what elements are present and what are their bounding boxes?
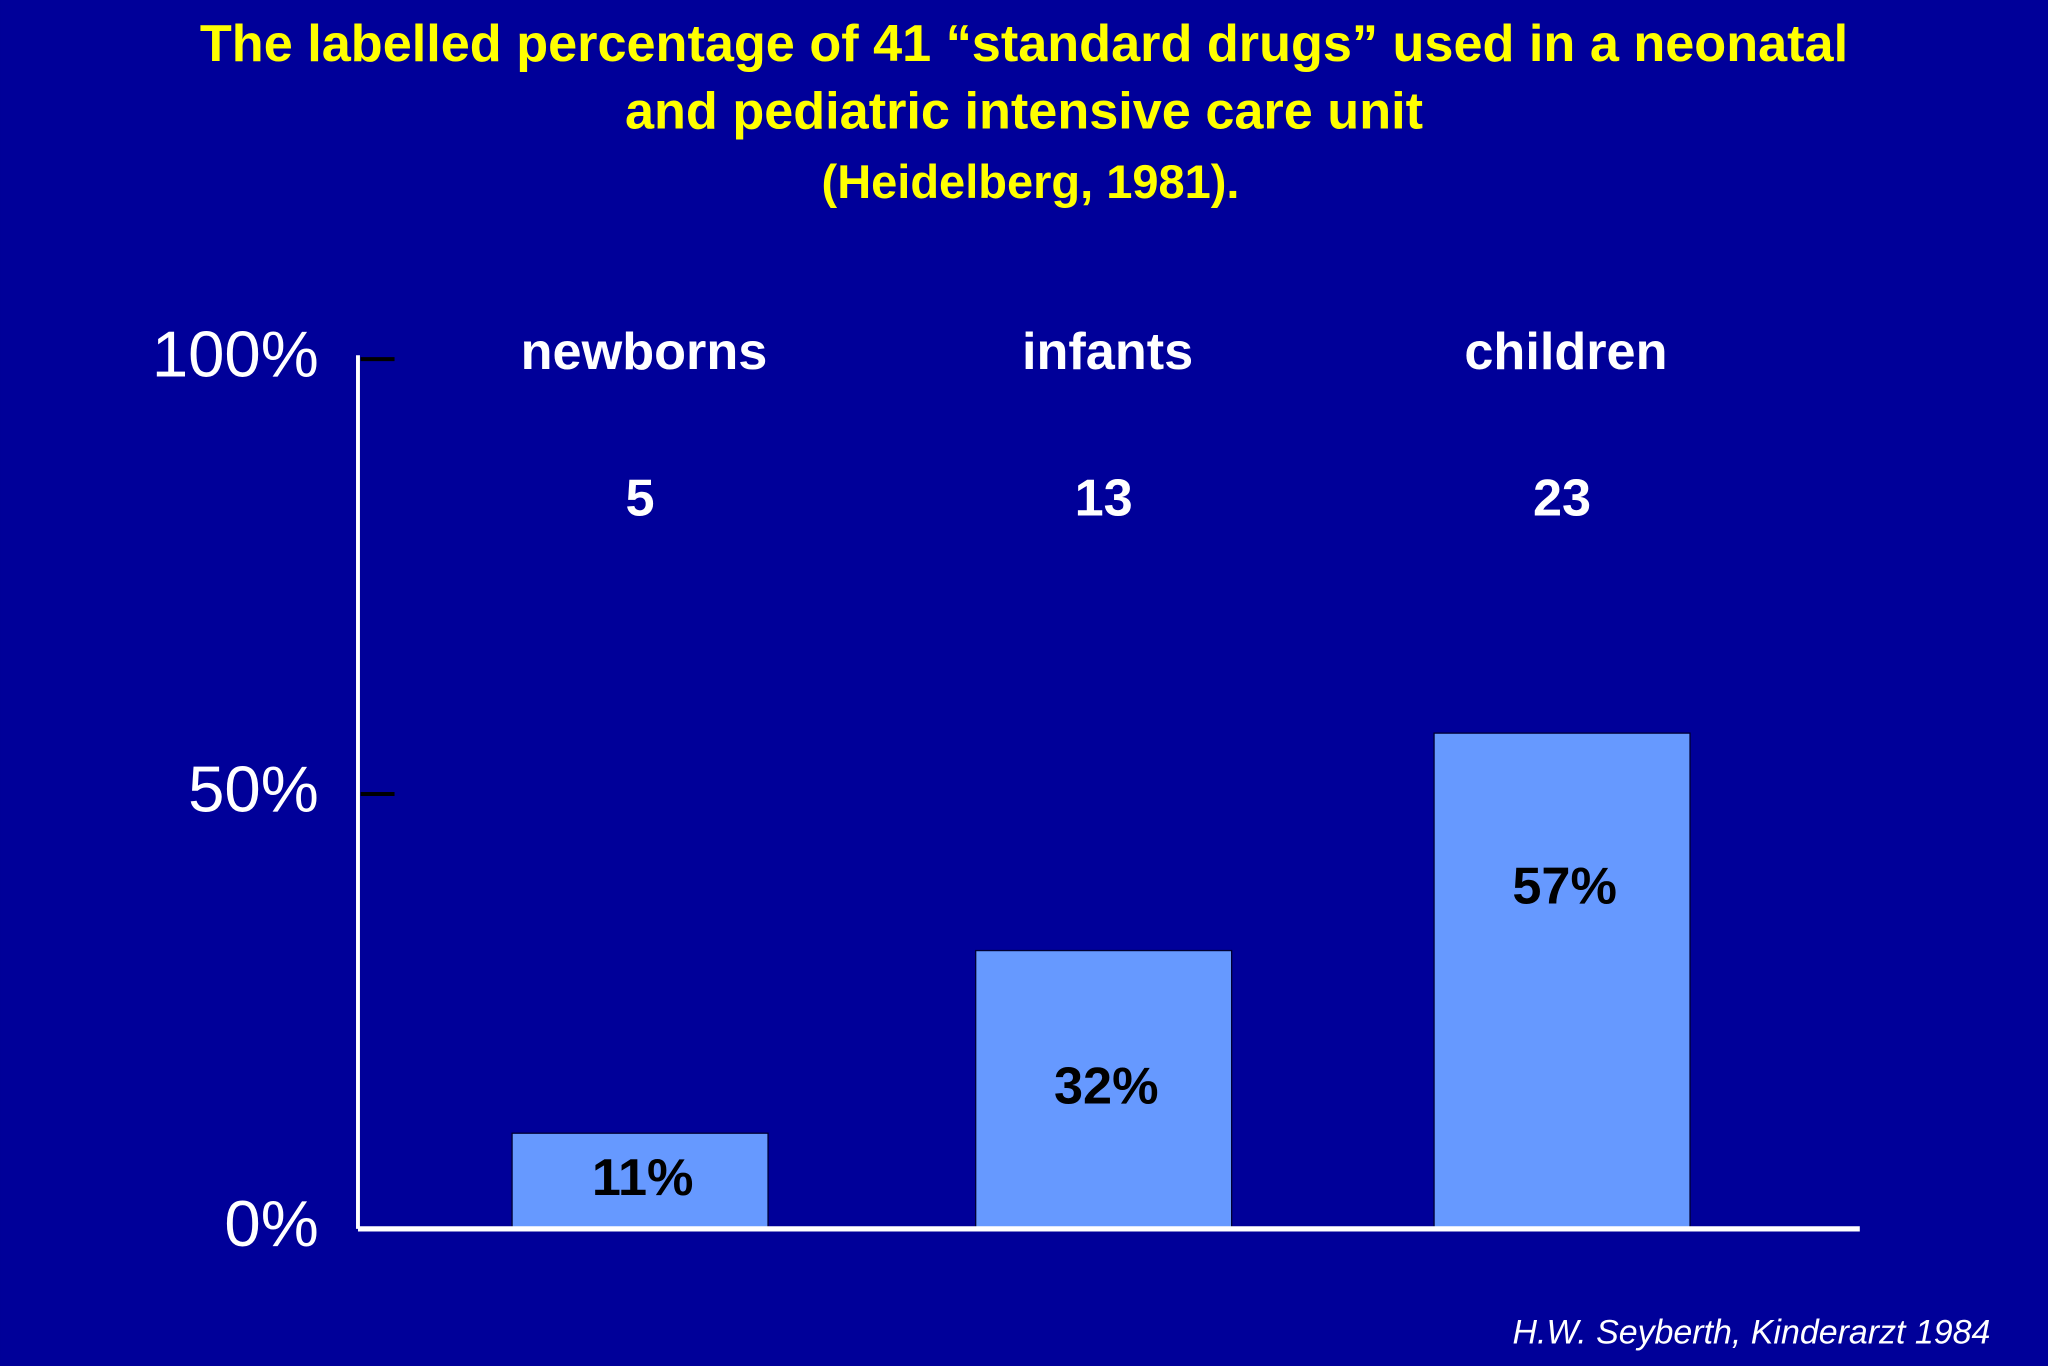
y-tick-label: 50% — [188, 752, 319, 825]
count-label: 5 — [626, 469, 655, 527]
y-tick-label: 100% — [152, 317, 319, 390]
value-label: 32% — [1054, 1058, 1159, 1116]
count-label: 23 — [1533, 469, 1591, 527]
source-note: H.W. Seyberth, Kinderarzt 1984 — [1513, 1314, 1991, 1352]
count-label: 13 — [1075, 469, 1133, 527]
y-tick-label: 0% — [224, 1187, 318, 1260]
bar — [1433, 732, 1691, 1230]
chart-title: and pediatric intensive care unit — [625, 83, 1423, 141]
chart-title: The labelled percentage of 41 “standard … — [200, 15, 1848, 73]
bar — [975, 949, 1233, 1230]
category-label: infants — [1022, 323, 1193, 381]
value-label: 11% — [592, 1149, 694, 1207]
category-label: children — [1464, 323, 1667, 381]
category-label: newborns — [521, 323, 768, 381]
value-label: 57% — [1512, 858, 1617, 916]
chart-subtitle: (Heidelberg, 1981). — [822, 155, 1240, 208]
